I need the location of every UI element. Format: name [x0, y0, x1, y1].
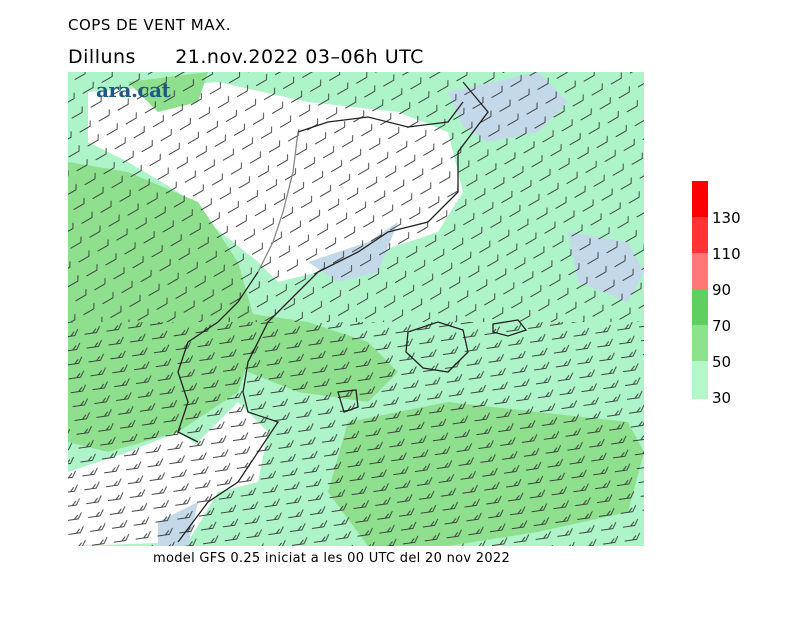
- legend-swatch-130: [692, 181, 708, 217]
- legend-label-130: 130: [712, 209, 741, 227]
- legend-swatch-90: [692, 253, 708, 289]
- border-catalonia: [257, 131, 299, 273]
- aracat-logo: ara.cat: [96, 78, 171, 102]
- model-info: model GFS 0.25 iniciat a les 00 UTC del …: [153, 551, 511, 566]
- legend-label-30: 30: [712, 389, 732, 407]
- wind-barbs-south: [68, 322, 644, 546]
- legend-label-70: 70: [712, 317, 732, 335]
- legend-swatch-30: [692, 361, 708, 399]
- wind-gust-map: [68, 72, 644, 546]
- island-ibiza: [337, 389, 359, 413]
- legend-label-90: 90: [712, 281, 732, 299]
- forecast-time: Dilluns 21.nov.2022 03–06h UTC: [68, 46, 424, 68]
- island-mallorca: [405, 321, 469, 373]
- legend-label-50: 50: [712, 353, 732, 371]
- border-aragon: [177, 271, 259, 443]
- wind-barbs-north: [68, 72, 644, 322]
- legend-colorbar: [692, 181, 708, 399]
- legend-swatch-110: [692, 217, 708, 253]
- coastline: [177, 81, 489, 543]
- legend-swatch-50: [692, 325, 708, 361]
- forecast-day: Dilluns: [68, 46, 136, 68]
- border-france: [297, 101, 464, 133]
- forecast-datetime: 21.nov.2022 03–06h UTC: [175, 46, 424, 68]
- island-menorca: [492, 319, 528, 337]
- legend-label-110: 110: [712, 245, 741, 263]
- legend-swatch-70: [692, 289, 708, 325]
- chart-title: COPS DE VENT MAX.: [68, 16, 232, 34]
